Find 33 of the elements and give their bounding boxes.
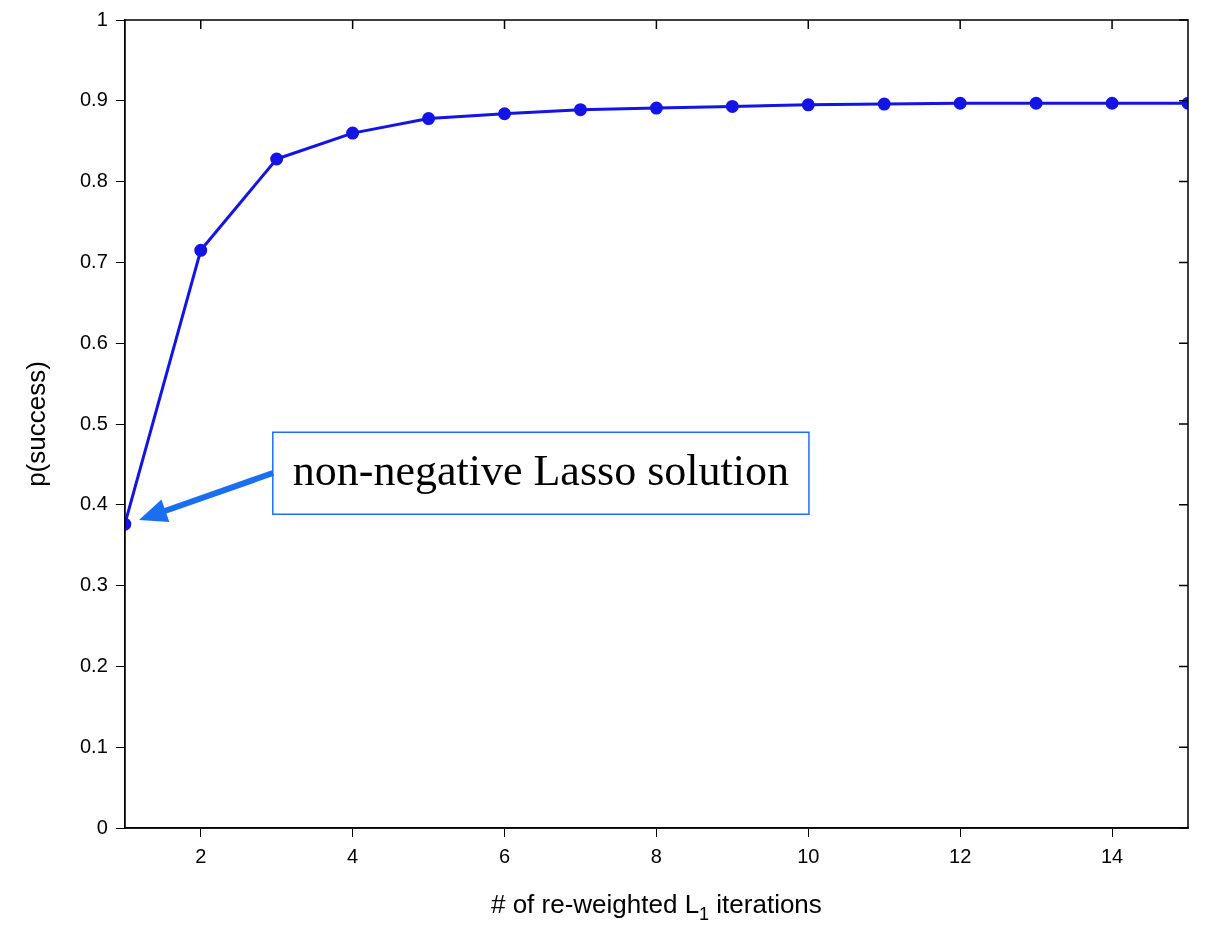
x-tick-label: 10 xyxy=(797,844,820,867)
x-tick-label: 4 xyxy=(347,844,359,867)
y-tick-label: 0.5 xyxy=(79,411,108,434)
x-tick-label: 2 xyxy=(195,844,207,867)
y-tick-label: 0.3 xyxy=(79,573,108,596)
point xyxy=(1105,96,1119,110)
point xyxy=(194,243,208,257)
y-tick-label: 0.1 xyxy=(79,734,108,757)
point xyxy=(1029,96,1043,110)
annotation: non-negative Lasso solution xyxy=(292,445,789,495)
y-tick-label: 0.9 xyxy=(79,88,108,111)
y-tick-label: 0.8 xyxy=(79,169,108,192)
point xyxy=(649,101,663,115)
y-tick-label: 0 xyxy=(96,815,108,838)
x-tick-label: 12 xyxy=(949,844,972,867)
point xyxy=(725,99,739,113)
y-tick-label: 0.7 xyxy=(79,249,108,272)
point xyxy=(498,107,512,121)
x-tick-label: 6 xyxy=(498,844,511,867)
y-tick-label: 0.6 xyxy=(79,330,108,353)
point xyxy=(953,96,967,110)
x-tick-label: 14 xyxy=(1100,844,1124,867)
point xyxy=(270,152,284,166)
y-axis-title: p(success) xyxy=(21,361,52,487)
y-tick-label: 1 xyxy=(96,7,108,30)
x-tick-label: 8 xyxy=(650,844,662,867)
point xyxy=(877,97,891,111)
point xyxy=(801,98,815,112)
y-tick-label: 0.4 xyxy=(79,492,108,515)
point xyxy=(422,112,436,126)
point xyxy=(573,103,587,117)
point xyxy=(346,126,360,140)
y-tick-label: 0.2 xyxy=(79,653,108,676)
